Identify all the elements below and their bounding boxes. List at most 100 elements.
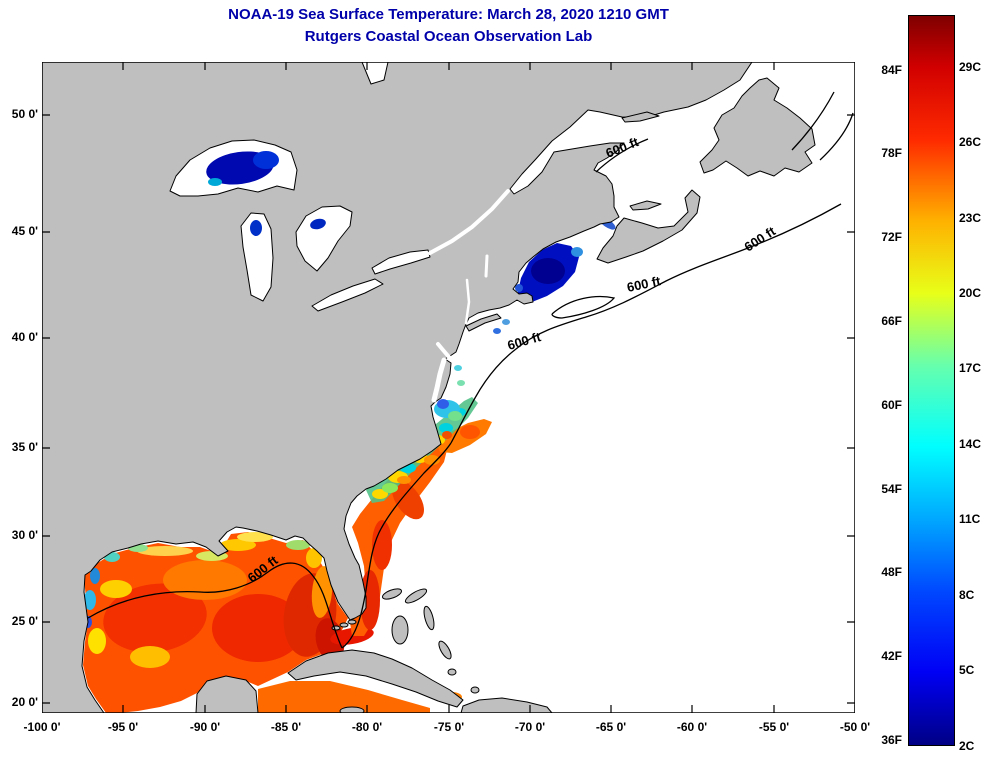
sst-speck (382, 483, 398, 493)
depth-contour-label: 600 ft (626, 273, 663, 295)
depth-contour (341, 442, 452, 649)
bahamas-island (423, 605, 435, 631)
sst-warm-patch (163, 560, 247, 600)
x-tick-label: -85 0' (270, 720, 302, 734)
colorbar-f-label: 36F (881, 733, 902, 747)
x-tick-label: -75 0' (433, 720, 465, 734)
lake-michigan (240, 212, 274, 302)
x-tick-label: -95 0' (107, 720, 139, 734)
landmass-north-america (42, 62, 753, 713)
colorbar-c-label: 29C (959, 60, 982, 74)
map-canvas: 600 ft 600 ft 600 ft 600 ft 600 ft (42, 62, 855, 713)
florida-keys (331, 625, 341, 631)
lake-erie (311, 278, 384, 312)
depth-contour (450, 203, 842, 444)
prince-edward-island (629, 200, 662, 211)
sst-patch (237, 532, 273, 542)
land (42, 62, 816, 713)
sst-cool-speck (90, 568, 100, 584)
sst-speck (515, 284, 523, 292)
sst-cool-speck (84, 590, 96, 610)
sst-chesapeake-plume (437, 399, 449, 409)
x-tick-label: -65 0' (595, 720, 627, 734)
y-tick-label: 20 0' (11, 695, 38, 709)
x-tick-label: -70 0' (514, 720, 546, 734)
colorbar-c-label: 5C (959, 663, 975, 677)
hudson-river (464, 278, 471, 325)
figure-title: NOAA-19 Sea Surface Temperature: March 2… (228, 6, 669, 23)
sst-warm-patch (392, 480, 424, 520)
florida-keys (347, 619, 357, 625)
depth-contours (87, 91, 854, 649)
colorbar-c-label: 17C (959, 361, 982, 375)
sst-chesapeake-plume (448, 411, 462, 421)
figure-subtitle: Rutgers Coastal Ocean Observation Lab (304, 28, 593, 45)
sst-patch (306, 548, 322, 568)
x-tick-label: -90 0' (189, 720, 221, 734)
chesapeake-bay (431, 357, 447, 403)
colorbar-f-label: 66F (881, 314, 902, 328)
jamaica (339, 706, 365, 713)
colorbar-c-label: 23C (959, 211, 982, 225)
st-lawrence-river (428, 189, 510, 255)
sst-speck (454, 365, 462, 371)
sst-speck (424, 455, 440, 465)
lake-huron (295, 205, 353, 272)
sst-gulf-of-maine-core (531, 258, 565, 284)
y-tick-label: 35 0' (11, 440, 38, 454)
sst-lake-superior (208, 178, 222, 186)
lake-sst (206, 151, 326, 236)
depth-contour-georges-bank (551, 295, 616, 319)
yucatan (195, 675, 259, 713)
sst-patch (130, 646, 170, 668)
depth-contour (595, 138, 649, 173)
florida-keys (339, 622, 349, 628)
bahamas-island (391, 615, 409, 645)
colorbar-c-label: 14C (959, 437, 982, 451)
sst-patch (100, 580, 132, 598)
rivers (428, 189, 510, 403)
sst-speck (502, 319, 510, 325)
plot-frame (42, 62, 855, 713)
sst-patch (220, 539, 256, 551)
newfoundland (699, 77, 816, 177)
depth-contour (791, 91, 835, 151)
bahamas-island (382, 588, 402, 600)
y-tick-label: 30 0' (11, 528, 38, 542)
y-tick-label: 50 0' (11, 107, 38, 121)
bahamas-island (404, 588, 428, 604)
x-tick-label: -55 0' (758, 720, 790, 734)
colorbar-c-label: 26C (959, 135, 982, 149)
sst-patch (137, 546, 193, 556)
x-tick-label: -60 0' (676, 720, 708, 734)
sst-warm-patch (103, 583, 207, 653)
axis-ticks (42, 62, 855, 713)
colorbar-c-label: 2C (959, 739, 975, 753)
sst-lake-huron (310, 218, 326, 230)
sst-speck (372, 489, 388, 499)
colorbar-f-label: 84F (881, 63, 902, 77)
sst-speck (571, 247, 583, 257)
x-tick-label: -50 0' (839, 720, 871, 734)
depth-contour (87, 562, 343, 649)
james-bay (361, 62, 389, 85)
sst-speck (457, 380, 465, 386)
colorbar-f-label: 42F (881, 649, 902, 663)
nova-scotia (596, 189, 701, 264)
sst-patch (286, 540, 310, 550)
delaware-bay (436, 342, 451, 359)
y-tick-label: 25 0' (11, 614, 38, 628)
sst-speck (439, 423, 453, 433)
sst-speck (442, 431, 452, 439)
y-tick-label: 40 0' (11, 330, 38, 344)
long-island (465, 313, 502, 332)
sst-patch (88, 628, 106, 654)
lake-champlain (484, 254, 489, 278)
colorbar-f-label: 72F (881, 230, 902, 244)
colorbar-f-label: 60F (881, 398, 902, 412)
sst-speck (493, 328, 501, 334)
bahamas-island (447, 668, 457, 676)
lake-ontario (371, 249, 431, 275)
sst-warm-patch (212, 594, 304, 662)
